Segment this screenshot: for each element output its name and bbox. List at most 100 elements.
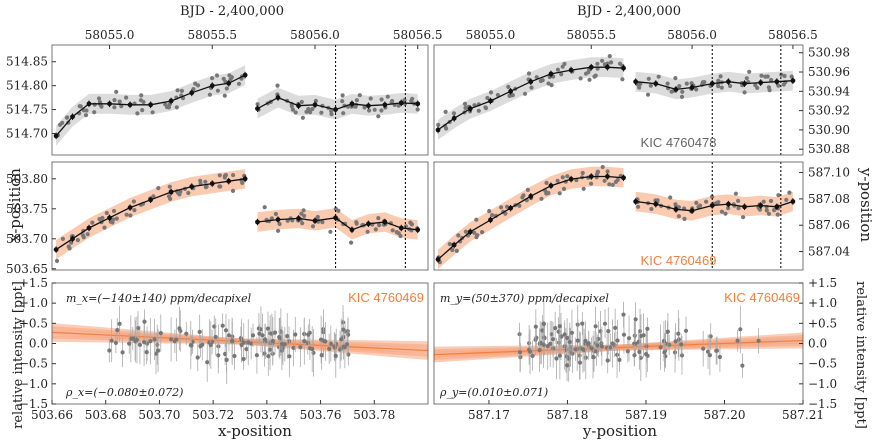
residual-point	[306, 332, 311, 337]
residual-point	[533, 324, 538, 329]
top-x-tick-label: 58056.5	[768, 28, 818, 42]
binned-point	[127, 205, 133, 211]
residual-point	[538, 340, 543, 345]
binned-point	[621, 65, 626, 71]
binned-point	[742, 204, 747, 210]
residual-point	[195, 355, 200, 360]
residual-point	[636, 339, 641, 344]
data-point	[472, 230, 477, 235]
binned-point	[86, 225, 92, 231]
residual-point	[615, 338, 620, 343]
confidence-band	[257, 208, 418, 240]
binned-point	[312, 102, 318, 108]
residual-point	[333, 353, 338, 358]
data-point	[83, 113, 89, 118]
data-point	[559, 72, 564, 77]
binned-point	[548, 71, 554, 77]
binned-point	[742, 81, 747, 86]
data-point	[436, 122, 441, 127]
x-tick-label: 503.66	[31, 408, 73, 422]
data-point	[308, 110, 313, 115]
residual-point	[145, 341, 150, 346]
residual-point	[260, 333, 265, 338]
residual-point	[580, 347, 586, 352]
data-point	[117, 99, 122, 104]
data-point	[269, 216, 274, 221]
data-point	[186, 190, 191, 196]
binned-point	[528, 79, 534, 85]
bottom-y-label-left: relative intensity [ppt]	[11, 281, 26, 429]
data-point	[131, 199, 136, 204]
slope-text-left: m_x=(−140±140) ppm/decapixel	[66, 292, 252, 305]
y-tick-label: 587.04	[808, 245, 850, 259]
binned-point	[508, 88, 514, 94]
data-point	[637, 85, 642, 90]
data-point	[474, 217, 479, 222]
binned-point	[673, 207, 679, 212]
binned-line	[257, 96, 418, 111]
data-point	[539, 196, 544, 201]
data-point	[645, 92, 651, 97]
residual-point	[569, 330, 575, 335]
data-point	[710, 194, 715, 199]
data-point	[463, 229, 468, 234]
binned-point	[451, 242, 457, 248]
residual-point	[583, 338, 588, 343]
data-point	[340, 99, 345, 104]
data-point	[300, 221, 305, 226]
x-tick-label: 503.70	[138, 408, 180, 422]
binned-point	[53, 247, 59, 253]
x-tick-label: 587.18	[546, 408, 588, 422]
residual-point	[672, 350, 678, 355]
binned-point	[451, 115, 457, 121]
residual-point	[608, 345, 613, 350]
data-point	[119, 104, 124, 109]
residual-point	[302, 339, 307, 344]
data-point	[704, 199, 709, 204]
data-point	[112, 105, 117, 110]
binned-point	[548, 183, 554, 189]
data-point	[217, 184, 222, 189]
data-point	[362, 105, 367, 110]
data-point	[65, 115, 70, 120]
data-point	[341, 111, 346, 116]
data-point	[776, 83, 781, 88]
data-point	[784, 197, 789, 202]
data-point	[179, 88, 184, 93]
residual-point	[128, 336, 133, 341]
residual-point	[591, 355, 596, 360]
data-point	[520, 195, 525, 200]
data-point	[775, 212, 780, 217]
residual-point	[115, 328, 120, 333]
residual-point	[293, 332, 298, 337]
data-point	[562, 61, 567, 66]
data-point	[581, 186, 586, 191]
panel-frame	[51, 44, 429, 156]
residual-point	[626, 336, 632, 341]
top-axis-label-right: BJD - 2,400,000	[577, 4, 681, 19]
slope-text-right: m_y=(50±370) ppm/decapixel	[440, 292, 609, 305]
residual-point	[241, 340, 246, 345]
binned-point	[209, 181, 215, 187]
data-point	[769, 77, 774, 83]
data-point	[367, 108, 372, 113]
data-point	[328, 229, 333, 234]
data-point	[656, 74, 661, 79]
residual-point	[246, 340, 251, 345]
panel-y-kic4760469: 587.04 587.06 587.08 587.10 KIC 4760469	[433, 161, 850, 271]
residual-point	[676, 337, 682, 342]
data-point	[290, 107, 295, 112]
data-point	[765, 74, 770, 79]
residual-point	[152, 337, 157, 342]
binned-point	[568, 67, 574, 73]
y-tick-label: 514.80	[6, 79, 48, 93]
data-point	[277, 221, 282, 227]
data-point	[408, 220, 413, 225]
residual-point	[550, 337, 556, 342]
data-point	[719, 209, 725, 214]
residual-point	[735, 338, 740, 343]
data-point	[499, 205, 504, 210]
data-point	[333, 206, 338, 211]
panel-frame	[433, 44, 804, 156]
